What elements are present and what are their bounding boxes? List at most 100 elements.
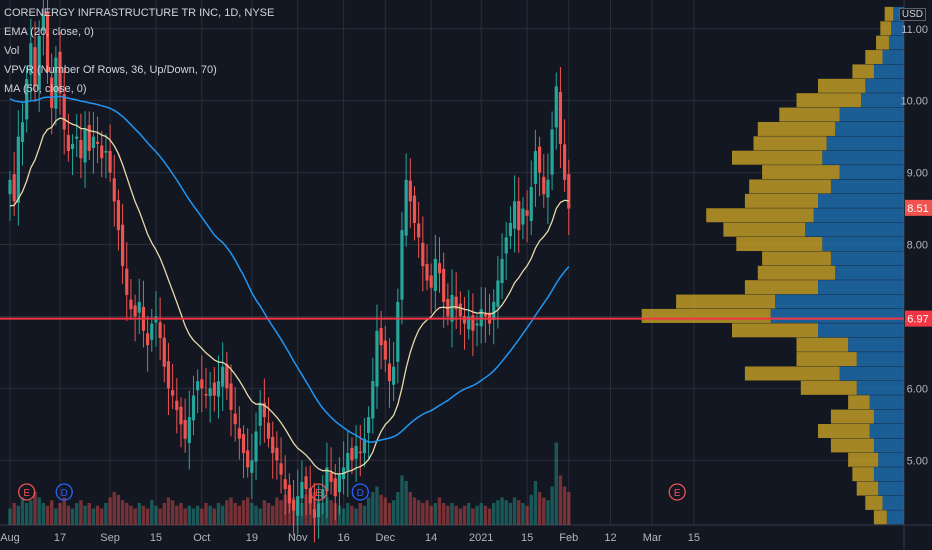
candle-body xyxy=(279,463,283,475)
legend-title[interactable]: CORENERGY INFRASTRUCTURE TR INC, 1D, NYS… xyxy=(4,7,275,19)
volume-bar xyxy=(45,505,50,525)
candle-body xyxy=(437,263,442,274)
volume-bar xyxy=(504,500,508,525)
vpvr-row-down xyxy=(856,481,879,496)
volume-bar xyxy=(166,497,171,525)
time-axis[interactable]: Aug 17 Sep 15 Oct 19 Nov 16 Dec 14 2021 15 Feb 12 Mar 1… xyxy=(0,532,700,544)
candle-body xyxy=(316,503,321,518)
candle-body xyxy=(258,402,262,426)
event-marker-circle xyxy=(668,483,686,501)
candle-body xyxy=(79,140,83,159)
vpvr-row-up xyxy=(822,150,904,165)
volume-bar xyxy=(542,497,546,525)
vpvr-row-up xyxy=(873,467,904,482)
candle-body xyxy=(521,208,525,225)
candle-body xyxy=(483,314,487,317)
volume-bar xyxy=(487,508,492,525)
candle-body xyxy=(150,323,154,340)
x-tick-label: Sep xyxy=(100,532,120,544)
candle-body xyxy=(442,268,446,303)
candle-body xyxy=(20,122,25,142)
volume-bar xyxy=(462,505,467,525)
volume-bar xyxy=(216,503,221,525)
event-marker-circle xyxy=(351,483,369,501)
volume-bar xyxy=(33,492,37,525)
candle-body xyxy=(246,450,250,468)
candle-body xyxy=(375,330,379,387)
vpvr-row-up xyxy=(839,165,904,180)
volume-bar xyxy=(446,505,450,525)
volume-bar xyxy=(233,503,237,525)
volume-bar xyxy=(175,505,179,525)
candle-body xyxy=(567,174,571,209)
candle-body xyxy=(421,242,425,267)
volume-bar xyxy=(454,505,458,525)
volume-bar xyxy=(458,508,463,525)
legend-ma[interactable]: MA (50, close, 0) xyxy=(4,83,87,95)
volume-bar xyxy=(179,503,183,525)
vpvr-row-down xyxy=(818,78,866,93)
vpvr-row-down xyxy=(848,452,879,467)
event-marker-circle xyxy=(18,483,36,501)
volume-bar xyxy=(83,505,87,525)
y-tick-label: 8.00 xyxy=(907,240,928,252)
volume-bar xyxy=(558,475,563,525)
volume-bar xyxy=(387,503,392,525)
event-marker-circle xyxy=(309,483,328,501)
y-tick-label: 6.00 xyxy=(907,383,928,395)
vpvr-row-down xyxy=(873,510,887,525)
candle-body xyxy=(83,129,87,163)
candle-body xyxy=(183,419,187,439)
volume-bar xyxy=(225,500,229,525)
volume-bar xyxy=(467,503,471,525)
candle-body xyxy=(250,460,254,473)
candle-body xyxy=(196,381,200,391)
candle-body xyxy=(404,179,408,236)
volume-bar xyxy=(208,505,212,525)
currency-label[interactable]: USD xyxy=(898,8,926,21)
candle-body xyxy=(542,176,546,195)
volume-bar xyxy=(125,503,129,525)
candle-body xyxy=(396,302,400,362)
volume-bar xyxy=(250,503,254,525)
candle-body xyxy=(221,366,225,387)
vpvr-row-down xyxy=(796,337,849,352)
candle-body xyxy=(204,393,208,396)
volume-bar xyxy=(141,505,146,525)
candle-body xyxy=(12,174,16,202)
vpvr-row-down xyxy=(744,366,840,381)
candle-body xyxy=(137,302,141,313)
candle-body xyxy=(517,201,521,231)
candle-body xyxy=(304,476,308,490)
candle-body xyxy=(66,135,70,152)
vpvr-row-up xyxy=(882,50,904,65)
legend-ema[interactable]: EMA (20, close, 0) xyxy=(4,26,94,38)
volume-bar xyxy=(200,508,204,525)
vpvr-row-up xyxy=(878,481,904,496)
x-tick-label: 2021 xyxy=(469,532,493,544)
event-marker-label: E xyxy=(674,488,681,499)
candle-body xyxy=(62,94,66,130)
candle-body xyxy=(337,474,342,493)
event-marker-label: E xyxy=(23,488,30,499)
volume-bar xyxy=(41,503,46,525)
vpvr-row-up xyxy=(848,337,904,352)
event-marker-label: D xyxy=(357,488,364,499)
vpvr-row-up xyxy=(891,21,904,36)
volume-bar xyxy=(95,505,100,525)
volume-bar xyxy=(475,505,479,525)
price-label-text: 6.97 xyxy=(907,314,928,326)
volume-bar xyxy=(112,492,116,525)
legend-vpvr[interactable]: VPVR (Number Of Rows, 36, Up/Down, 70) xyxy=(4,64,217,76)
candle-body xyxy=(225,364,229,389)
legend-vol[interactable]: Vol xyxy=(4,45,20,57)
vpvr-row-down xyxy=(641,308,771,323)
volume-bar xyxy=(412,497,417,525)
volume-bar xyxy=(158,508,162,525)
y-tick-label: 10.00 xyxy=(900,96,928,108)
volume-bar xyxy=(492,503,496,525)
candle-body xyxy=(275,447,279,461)
